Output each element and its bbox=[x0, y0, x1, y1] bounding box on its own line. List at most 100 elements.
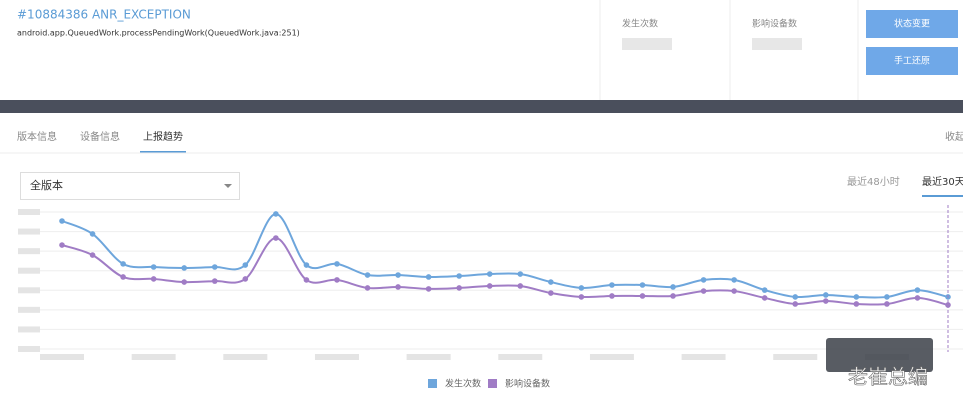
blurred-tick bbox=[18, 209, 40, 215]
point bbox=[89, 231, 96, 237]
point bbox=[822, 298, 829, 304]
watermark: 老崔总编 bbox=[848, 365, 928, 389]
legend-label: 发生次数 bbox=[445, 378, 481, 390]
point bbox=[884, 301, 890, 307]
point bbox=[761, 287, 768, 293]
blurred-date bbox=[498, 354, 543, 360]
blurred-date bbox=[131, 354, 176, 360]
blurred-date bbox=[681, 354, 726, 360]
point bbox=[731, 277, 737, 283]
point bbox=[609, 293, 615, 299]
point bbox=[456, 273, 462, 279]
point bbox=[334, 277, 340, 283]
blurred-date bbox=[223, 354, 268, 360]
range-option-active[interactable]: 最近30天 bbox=[922, 175, 963, 188]
point bbox=[700, 277, 707, 283]
button-label[interactable]: 状态变更 bbox=[894, 18, 930, 30]
point bbox=[517, 283, 524, 289]
blurred-tick bbox=[18, 306, 40, 313]
point bbox=[59, 242, 65, 248]
point bbox=[120, 261, 126, 267]
blurred-tick bbox=[18, 346, 40, 352]
point bbox=[303, 277, 310, 283]
legend-label: 影响设备数 bbox=[505, 378, 550, 390]
point bbox=[792, 294, 799, 300]
point bbox=[914, 295, 921, 301]
point bbox=[517, 271, 524, 277]
point bbox=[548, 290, 554, 296]
stat-label: 影响设备数 bbox=[752, 18, 797, 30]
point bbox=[211, 264, 218, 270]
point bbox=[303, 262, 310, 268]
point bbox=[578, 285, 585, 291]
point bbox=[150, 264, 157, 270]
dark-band bbox=[0, 100, 963, 113]
blurred-date bbox=[40, 354, 84, 360]
point bbox=[792, 301, 799, 307]
button-label[interactable]: 手工还原 bbox=[894, 55, 930, 67]
tab-active[interactable]: 上报趋势 bbox=[143, 130, 183, 143]
point bbox=[211, 278, 218, 284]
point bbox=[273, 235, 279, 241]
blurred-value bbox=[752, 38, 802, 50]
point bbox=[853, 294, 860, 300]
point bbox=[242, 262, 249, 268]
header-bg bbox=[0, 0, 963, 100]
blurred-date bbox=[406, 354, 451, 360]
point bbox=[425, 286, 432, 292]
point bbox=[150, 276, 157, 282]
issue-title: #10884386 ANR_EXCEPTION bbox=[17, 8, 191, 22]
point bbox=[639, 282, 646, 288]
point bbox=[364, 272, 371, 278]
blurred-tick bbox=[18, 287, 40, 294]
blurred-date bbox=[589, 354, 634, 360]
legend-swatch bbox=[428, 379, 437, 388]
point bbox=[486, 283, 493, 289]
range-option[interactable]: 最近48小时 bbox=[847, 175, 900, 188]
button[interactable] bbox=[866, 47, 958, 75]
point bbox=[89, 252, 96, 258]
point bbox=[364, 285, 371, 291]
point bbox=[853, 301, 860, 307]
blurred-tick bbox=[18, 248, 40, 255]
point bbox=[456, 285, 462, 291]
tooltip bbox=[826, 338, 933, 372]
point bbox=[884, 294, 890, 300]
tab[interactable]: 版本信息 bbox=[17, 130, 57, 143]
point bbox=[670, 293, 676, 299]
collapse[interactable]: 收起 bbox=[945, 130, 963, 143]
button[interactable] bbox=[866, 10, 958, 38]
point bbox=[120, 274, 126, 280]
blurred-tick bbox=[18, 267, 40, 274]
point bbox=[425, 274, 432, 280]
tab[interactable]: 设备信息 bbox=[80, 130, 120, 143]
point bbox=[548, 279, 554, 285]
point bbox=[395, 284, 401, 290]
point bbox=[761, 295, 768, 301]
point bbox=[242, 276, 249, 282]
legend-swatch bbox=[488, 379, 497, 388]
point bbox=[181, 279, 188, 285]
point bbox=[486, 271, 493, 277]
point bbox=[700, 288, 707, 294]
blurred-value bbox=[622, 38, 672, 50]
point bbox=[945, 302, 951, 308]
point bbox=[578, 294, 585, 300]
version-select[interactable] bbox=[20, 172, 240, 200]
blurred-date bbox=[773, 354, 818, 360]
blurred-tick bbox=[18, 228, 40, 235]
select-arrow bbox=[224, 184, 232, 188]
point bbox=[609, 282, 615, 288]
point bbox=[731, 288, 737, 294]
point bbox=[59, 218, 65, 224]
point bbox=[334, 261, 340, 267]
point bbox=[914, 287, 921, 293]
point bbox=[670, 284, 676, 290]
blurred-date bbox=[314, 354, 359, 360]
point bbox=[639, 293, 646, 299]
point bbox=[822, 292, 829, 298]
point bbox=[395, 272, 401, 278]
stat-label: 发生次数 bbox=[622, 18, 658, 30]
select-label[interactable]: 全版本 bbox=[30, 178, 63, 192]
